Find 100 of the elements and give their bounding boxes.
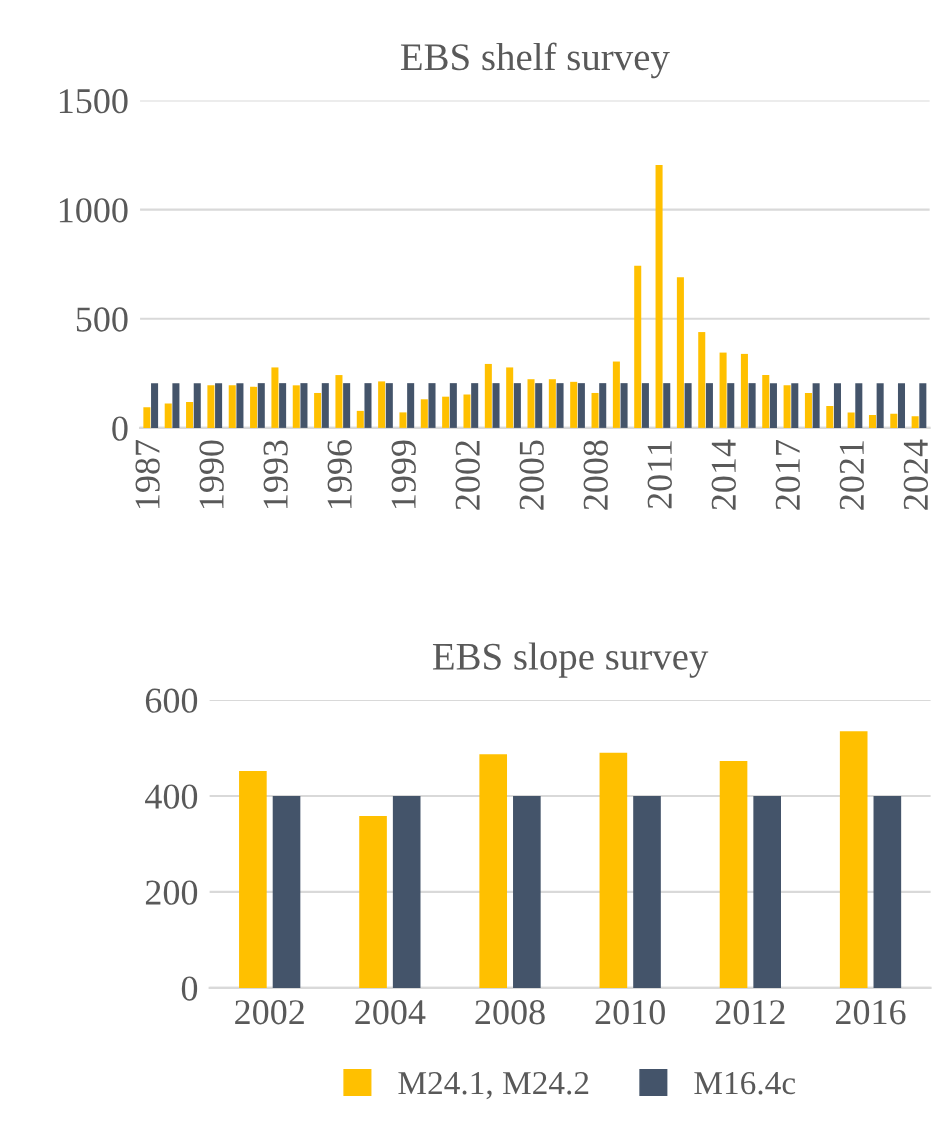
- y-tick-label: 500: [76, 307, 128, 332]
- bar: [463, 394, 471, 428]
- y-tick-label: 600: [145, 688, 198, 713]
- bar: [193, 383, 201, 428]
- bar: [392, 795, 421, 988]
- bar: [399, 412, 407, 428]
- x-tick-label: 2010: [595, 1000, 665, 1025]
- bar: [620, 383, 628, 428]
- bar: [143, 407, 151, 428]
- bar: [272, 795, 301, 988]
- bar: [215, 383, 223, 428]
- bar: [890, 413, 898, 428]
- bar: [364, 383, 372, 428]
- bar: [356, 410, 364, 428]
- bar: [484, 363, 492, 428]
- bar: [207, 385, 215, 428]
- bar: [471, 383, 479, 428]
- x-tick-label: 2008: [583, 440, 608, 510]
- y-tick-label: 1000: [59, 198, 128, 223]
- bar: [655, 165, 663, 428]
- bar: [335, 375, 343, 428]
- chart-title: EBS slope survey: [432, 642, 709, 678]
- bar: [740, 353, 748, 428]
- bar: [577, 383, 585, 428]
- legend-label: M16.4c: [694, 1071, 796, 1095]
- bar: [911, 416, 919, 428]
- x-tick-label: 1996: [327, 440, 352, 509]
- bar: [719, 352, 727, 428]
- bar: [612, 361, 620, 428]
- bar: [257, 383, 265, 428]
- bar: [186, 401, 194, 428]
- bar: [839, 731, 868, 988]
- bar: [633, 795, 661, 988]
- x-tick-label: 2011: [647, 441, 672, 509]
- bar: [698, 332, 706, 428]
- bar: [641, 383, 649, 428]
- bar: [428, 383, 436, 428]
- bar: [791, 383, 799, 428]
- bar: [599, 752, 628, 988]
- x-tick-label: 2014: [711, 439, 736, 510]
- bar: [876, 383, 884, 428]
- bar: [279, 383, 287, 428]
- x-tick-label: 2021: [839, 441, 865, 510]
- x-tick-label: 2002: [455, 440, 480, 510]
- x-tick-label: 1999: [391, 440, 416, 509]
- bar: [769, 383, 777, 428]
- bar: [420, 399, 428, 428]
- bar: [321, 383, 329, 428]
- bar: [172, 383, 180, 428]
- bar: [748, 383, 756, 428]
- bar: [676, 277, 684, 428]
- bar: [868, 415, 876, 428]
- bar: [855, 383, 863, 428]
- bar: [591, 392, 599, 428]
- bar: [271, 367, 279, 428]
- y-tick-label: 200: [145, 880, 198, 905]
- bar: [407, 383, 415, 428]
- bar: [847, 412, 855, 428]
- bar: [535, 383, 543, 428]
- bar: [919, 383, 927, 428]
- y-tick-label: 1500: [59, 89, 128, 114]
- bar: [314, 392, 322, 428]
- bar: [250, 386, 258, 428]
- bar: [556, 383, 564, 428]
- bar: [359, 816, 387, 988]
- bar: [228, 385, 236, 428]
- bar: [873, 795, 902, 988]
- bar: [548, 379, 556, 428]
- bar: [527, 379, 535, 428]
- bar: [513, 383, 521, 428]
- bar: [634, 265, 642, 428]
- bar: [151, 383, 159, 428]
- bar: [570, 381, 578, 428]
- bar: [513, 795, 541, 988]
- x-tick-label: 2002: [235, 1000, 304, 1025]
- bar: [753, 795, 781, 988]
- bar: [378, 381, 386, 428]
- x-tick-label: 1990: [199, 440, 224, 509]
- bar: [292, 385, 300, 428]
- x-tick-label: 2016: [835, 1000, 906, 1025]
- bar: [385, 383, 393, 428]
- bar: [684, 383, 692, 428]
- bar: [479, 754, 508, 988]
- bar: [599, 383, 607, 428]
- bar: [783, 385, 791, 428]
- x-tick-label: 2004: [355, 1000, 426, 1025]
- legend-label: M24.1, M24.2: [398, 1071, 589, 1100]
- x-tick-label: 2024: [903, 439, 929, 510]
- bar: [442, 396, 450, 428]
- bar: [506, 367, 514, 428]
- bar: [449, 383, 457, 428]
- bar: [236, 383, 244, 428]
- chart-title: EBS shelf survey: [400, 42, 670, 79]
- x-tick-label: 1993: [263, 440, 288, 509]
- bar: [826, 406, 834, 428]
- y-tick-label: 400: [145, 784, 198, 809]
- bar: [705, 383, 713, 428]
- y-tick-label: 0: [112, 416, 128, 441]
- bar: [719, 760, 748, 988]
- bar: [663, 383, 671, 428]
